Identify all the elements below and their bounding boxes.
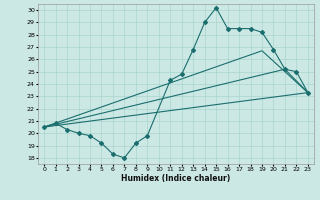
X-axis label: Humidex (Indice chaleur): Humidex (Indice chaleur): [121, 174, 231, 183]
